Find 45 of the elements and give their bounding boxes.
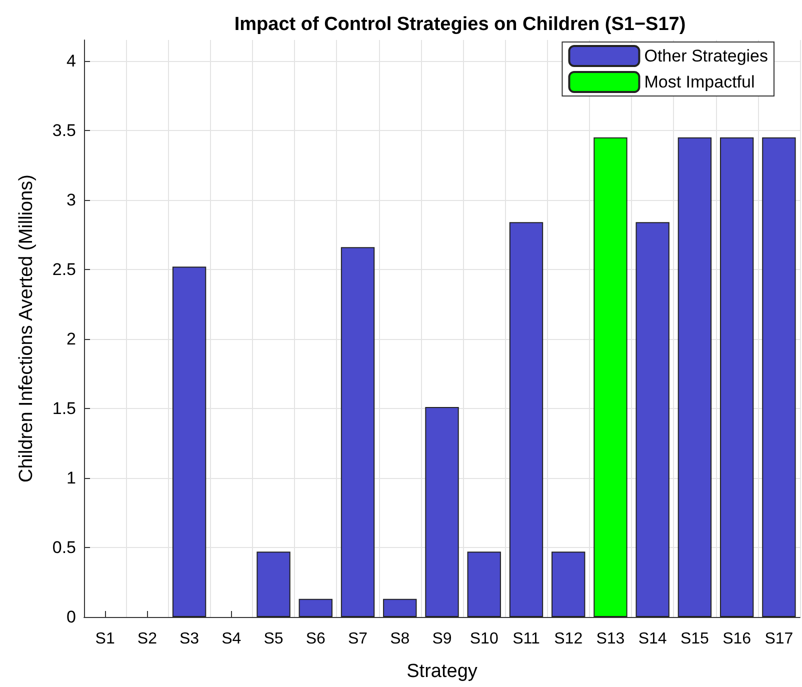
x-tick-label: S12 <box>554 630 583 648</box>
x-tick-label: S9 <box>432 630 452 648</box>
bar <box>509 222 544 617</box>
y-tick-label: 0 <box>66 608 76 626</box>
bar <box>340 247 375 617</box>
bar <box>552 552 586 617</box>
bar <box>594 137 628 617</box>
y-tick-label: 3.5 <box>52 120 76 140</box>
bar <box>256 552 290 617</box>
bar <box>383 598 417 617</box>
x-tick-label: S15 <box>680 630 710 648</box>
y-tick-label: 4 <box>66 51 76 70</box>
bar <box>636 222 670 617</box>
x-tick-label: S5 <box>264 630 284 648</box>
x-tick-label: S2 <box>137 630 158 648</box>
y-tick-label: 1.5 <box>52 398 76 418</box>
y-tick-label: 1 <box>66 468 76 488</box>
x-tick-label: S3 <box>180 630 200 648</box>
x-tick-label: S7 <box>348 630 368 648</box>
x-axis-title: Strategy <box>406 661 478 682</box>
bar <box>172 266 206 617</box>
y-tick-label: 2 <box>66 329 76 348</box>
x-tick-label: S14 <box>638 630 667 648</box>
x-tick-label: S11 <box>512 630 540 648</box>
x-tick-label: S4 <box>222 630 242 648</box>
bar <box>762 137 796 617</box>
bar <box>720 137 754 617</box>
bar <box>467 552 501 617</box>
y-tick-label: 3 <box>66 190 76 210</box>
x-tick-label: S16 <box>722 630 752 648</box>
legend-label: Most Impactful <box>644 72 755 92</box>
bar <box>425 407 459 617</box>
x-tick-label: S6 <box>306 630 326 648</box>
chart-title: Impact of Control Strategies on Children (S1−S17) <box>234 14 686 35</box>
legend-label: Other Strategies <box>644 46 768 66</box>
y-tick-label: 0.5 <box>52 538 76 557</box>
y-tick-label: 2.5 <box>52 260 76 279</box>
x-tick-label: S13 <box>596 630 625 648</box>
bar <box>678 137 712 617</box>
bar <box>298 598 332 617</box>
y-axis-title: Children Infections Averted (Millions) <box>16 174 37 483</box>
x-tick-label: S17 <box>764 630 794 648</box>
x-tick-label: S10 <box>470 630 498 648</box>
x-tick-label: S8 <box>390 630 410 648</box>
x-tick-label: S1 <box>95 630 115 648</box>
